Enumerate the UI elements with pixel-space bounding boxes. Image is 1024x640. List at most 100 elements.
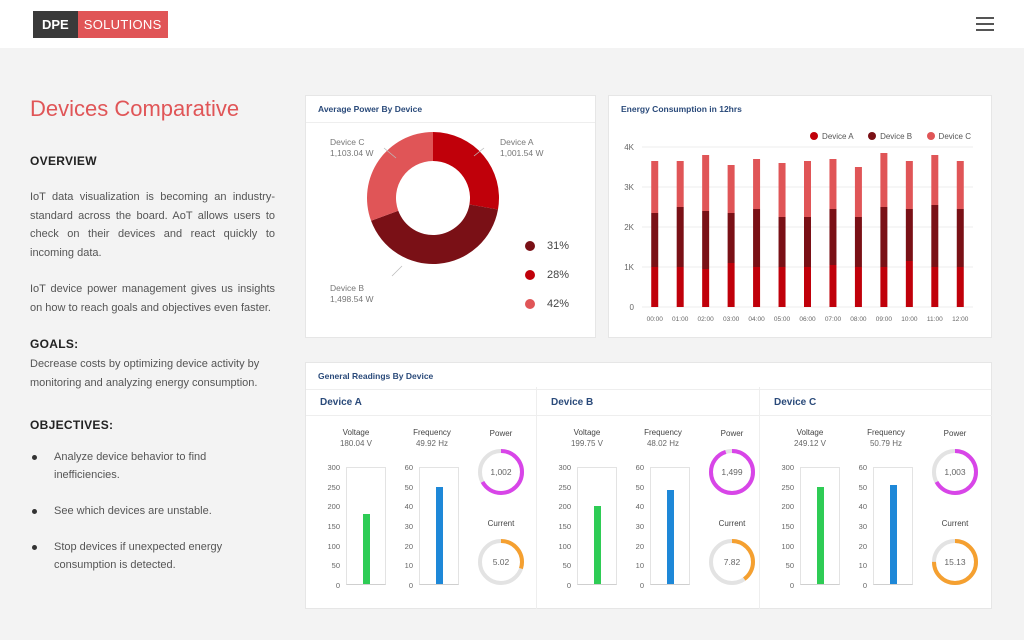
power-label: Power (943, 429, 967, 438)
energy-bar-device-c[interactable] (956, 161, 964, 209)
energy-bar-device-a[interactable] (651, 267, 659, 307)
energy-bar-device-a[interactable] (727, 263, 735, 307)
axis-tick-label: 60 (404, 463, 413, 472)
legend-dot-icon (525, 270, 535, 280)
energy-bar-device-c[interactable] (931, 155, 939, 205)
energy-bar-device-a[interactable] (905, 261, 913, 307)
energy-bar-device-b[interactable] (676, 207, 684, 267)
energy-bar-device-b[interactable] (727, 213, 735, 263)
energy-bar-device-a[interactable] (854, 267, 862, 307)
energy-bar-device-b[interactable] (804, 217, 811, 267)
device-title: Device A (320, 397, 362, 408)
hamburger-menu-icon[interactable] (976, 17, 994, 31)
gauge-arc[interactable] (932, 539, 978, 585)
axis-tick-label: 100 (327, 541, 340, 551)
legend-device-b[interactable]: Device B (868, 132, 912, 141)
x-tick-label: 07:00 (825, 316, 842, 323)
energy-bar-device-c[interactable] (702, 155, 710, 211)
device-divider (537, 415, 760, 416)
frequency-readout-label: Frequency (413, 428, 451, 437)
voltage-bar[interactable] (817, 486, 824, 584)
donut-slice-device-b[interactable] (371, 204, 498, 265)
legend-device-c[interactable]: Device C (926, 132, 971, 141)
energy-bar-device-a[interactable] (702, 269, 710, 307)
y-tick-label: 1K (624, 263, 634, 272)
axis-tick-label: 100 (781, 541, 794, 551)
energy-bar-device-b[interactable] (880, 207, 888, 267)
axis-tick-label: 0 (862, 581, 867, 590)
energy-bar-device-a[interactable] (956, 267, 964, 307)
energy-bar-device-b[interactable] (778, 217, 786, 267)
current-gauge: 5.02 (478, 539, 524, 585)
energy-bar-device-b[interactable] (829, 209, 837, 265)
energy-bar-device-b[interactable] (931, 205, 939, 267)
x-tick-label: 10:00 (901, 316, 918, 323)
gauge-arc[interactable] (478, 449, 524, 495)
frequency-bar[interactable] (890, 484, 897, 584)
donut-slice-device-a[interactable] (433, 132, 499, 210)
frequency-bar[interactable] (667, 490, 674, 584)
energy-bar-device-c[interactable] (880, 153, 888, 207)
percent-legend-item: 31% (525, 240, 569, 252)
gauge-arc[interactable] (932, 449, 978, 495)
power-gauge: 1,002 (478, 449, 524, 495)
energy-bar-device-b[interactable] (651, 213, 659, 267)
energy-bar-device-c[interactable] (905, 161, 913, 209)
energy-bar-device-b[interactable] (905, 209, 913, 261)
x-tick-label: 06:00 (799, 316, 816, 323)
energy-bar-device-c[interactable] (804, 161, 811, 217)
energy-bar-device-b[interactable] (956, 209, 964, 267)
logo-solutions: SOLUTIONS (77, 11, 168, 38)
frequency-bar[interactable] (436, 486, 443, 584)
axis-tick-label: 50 (635, 482, 644, 492)
axis-tick-label: 60 (858, 463, 867, 472)
voltage-readout: Voltage 249.12 V (780, 427, 840, 449)
energy-bar-device-b[interactable] (702, 211, 710, 269)
energy-bar-device-c[interactable] (651, 161, 659, 213)
legend-dot-icon (810, 132, 819, 140)
legend-dot-icon (868, 132, 877, 140)
energy-bar-device-c[interactable] (854, 167, 862, 217)
voltage-bar[interactable] (594, 506, 601, 584)
axis-tick-label: 250 (558, 482, 571, 492)
energy-bar-device-a[interactable] (880, 267, 888, 307)
y-tick-label: 0 (630, 303, 635, 312)
energy-bar-device-a[interactable] (804, 267, 811, 307)
energy-bar-device-a[interactable] (676, 267, 684, 307)
logo[interactable]: DPE SOLUTIONS (33, 11, 168, 38)
energy-bar-device-c[interactable] (829, 159, 837, 209)
pie-label-device-a: Device A 1,001.54 W (500, 137, 544, 158)
energy-bar-device-c[interactable] (753, 159, 761, 209)
axis-tick-label: 10 (635, 561, 644, 571)
x-tick-label: 09:00 (876, 316, 893, 323)
legend-dot-icon (525, 299, 535, 309)
energy-consumption-card: Energy Consumption in 12hrs Device A Dev… (608, 95, 992, 338)
objective-item: See which devices are unstable. (30, 502, 275, 520)
voltage-bar[interactable] (363, 513, 370, 584)
axis-tick-label: 30 (404, 522, 413, 531)
energy-bar-device-a[interactable] (753, 267, 761, 307)
energy-bar-device-b[interactable] (854, 217, 862, 267)
legend-device-a[interactable]: Device A (810, 132, 854, 141)
energy-bar-device-a[interactable] (931, 267, 939, 307)
energy-bar-device-c[interactable] (676, 161, 684, 207)
gauge-arc[interactable] (709, 449, 755, 495)
gauge-arc[interactable] (709, 539, 755, 585)
x-tick-label: 12:00 (952, 316, 969, 323)
energy-bar-device-c[interactable] (727, 165, 735, 213)
energy-bar-device-a[interactable] (829, 265, 837, 307)
overview-heading: OVERVIEW (30, 154, 97, 168)
axis-tick-label: 300 (781, 463, 794, 472)
device-title: Device C (774, 397, 817, 408)
energy-bar-device-a[interactable] (778, 267, 786, 307)
frequency-readout: Frequency 49.92 Hz (402, 427, 462, 449)
percent-legend-item: 42% (525, 298, 569, 310)
energy-bar-device-c[interactable] (778, 163, 786, 217)
axis-tick-label: 200 (558, 502, 571, 512)
axis-tick-label: 60 (635, 463, 644, 472)
donut-slice-device-c[interactable] (367, 132, 433, 221)
legend-dot-icon (926, 132, 935, 140)
energy-bar-device-b[interactable] (753, 209, 761, 267)
gauge-arc[interactable] (478, 539, 524, 585)
x-tick-label: 04:00 (748, 316, 765, 323)
